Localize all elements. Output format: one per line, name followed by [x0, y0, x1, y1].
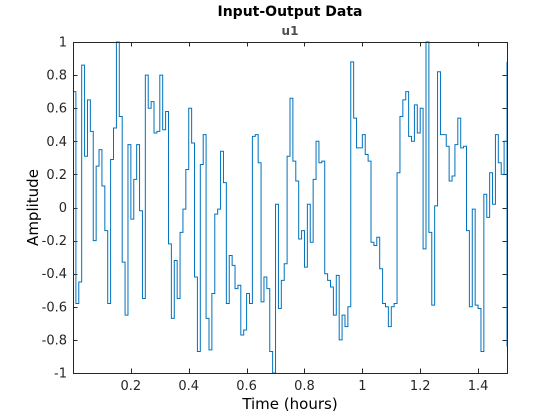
series-line-u1	[73, 41, 508, 374]
y-tick-label: 0.6	[46, 102, 67, 117]
y-tick-label: -0.8	[42, 333, 67, 348]
y-tick-label: 0.4	[46, 135, 67, 150]
y-tick-label: -0.6	[42, 300, 67, 315]
x-tick-label: 1	[358, 379, 366, 394]
y-tick-label: -0.4	[42, 267, 67, 282]
x-tick-label: 1.4	[468, 379, 489, 394]
chart-title: Input-Output Data	[218, 4, 363, 20]
y-tick-label: -1	[54, 367, 67, 382]
y-tick-label: 0.2	[46, 168, 67, 183]
y-axis-label: Amplitude	[24, 169, 42, 246]
plot-area	[73, 42, 507, 373]
x-axis-ticks: 0.2 0.4 0.6 0.8 1 1.2 1.4	[121, 42, 489, 394]
x-tick-label: 0.4	[178, 379, 199, 394]
x-tick-label: 0.6	[236, 379, 257, 394]
y-axis-ticks: 1 0.8 0.6 0.4 0.2 0 -0.2 -0.4 -0.6 -0.8 -1	[42, 36, 507, 382]
y-tick-label: 1	[59, 36, 67, 51]
x-axis-label: Time (hours)	[241, 395, 337, 413]
plot-box	[73, 42, 508, 374]
y-tick-label: -0.2	[42, 234, 67, 249]
x-tick-label: 0.8	[294, 379, 315, 394]
y-tick-label: 0	[59, 201, 67, 216]
chart-subtitle: u1	[282, 24, 299, 38]
x-tick-label: 0.2	[121, 379, 142, 394]
y-tick-label: 0.8	[46, 69, 67, 84]
x-tick-label: 1.2	[410, 379, 431, 394]
